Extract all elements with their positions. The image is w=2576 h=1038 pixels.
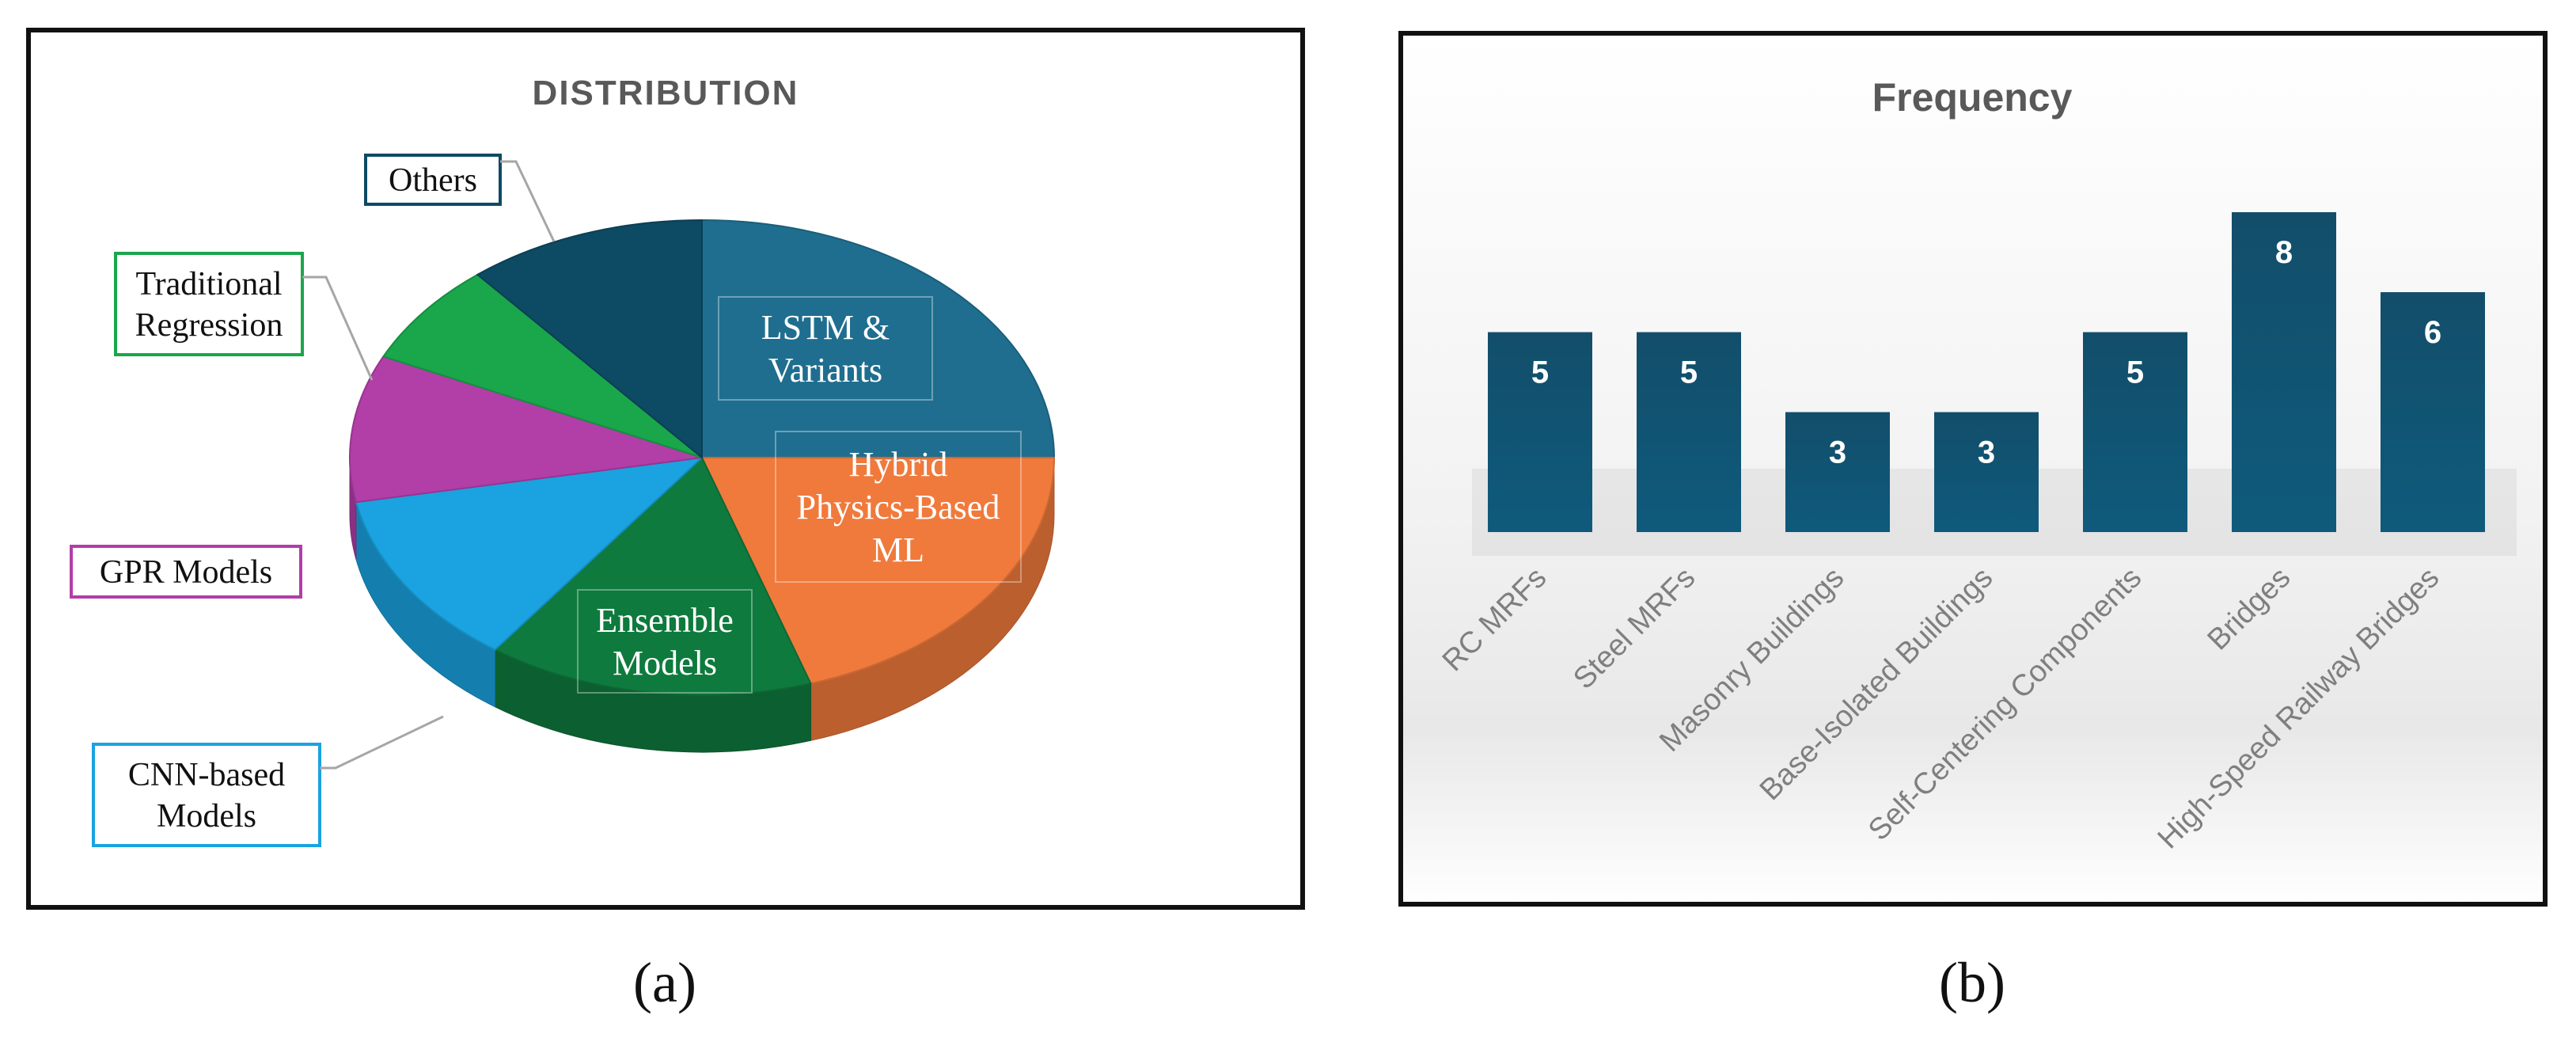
bar-masonry-buildings xyxy=(1785,412,1890,532)
pie-leader-line xyxy=(302,276,374,381)
bar-self-centering-components xyxy=(2083,332,2187,532)
bar-value-label: 5 xyxy=(2126,356,2144,390)
pie-label-2: Ensemble Models xyxy=(577,589,753,694)
pie-panel: DISTRIBUTION LSTM & Variants Hybrid Physics… xyxy=(26,28,1305,910)
pie-callout-box xyxy=(364,154,502,206)
pie-callout-line: Others xyxy=(389,162,477,199)
pie-callout-6: Others xyxy=(364,154,556,242)
bar-value-label: 3 xyxy=(1829,435,1846,470)
pie-callout-line: Traditional xyxy=(135,266,282,302)
pie-label-box xyxy=(775,431,1022,583)
pie-slices xyxy=(349,219,1056,696)
pie-label-line: Ensemble xyxy=(596,601,734,640)
pie-callout-line: CNN-based xyxy=(128,757,285,793)
pie-label-0: LSTM & Variants xyxy=(718,296,933,401)
bar-base-isolated-buildings xyxy=(1934,412,2039,532)
pie-label-line: Physics-Based xyxy=(797,488,1000,527)
bar-rc-mrfs xyxy=(1488,332,1592,532)
pie-title: DISTRIBUTION xyxy=(533,74,799,112)
bar-title: Frequency xyxy=(1872,75,2073,120)
pie-callout-line: Regression xyxy=(135,307,283,344)
bar-high-speed-railway-bridges xyxy=(2381,292,2485,532)
pie-label-line: ML xyxy=(872,530,924,569)
pie-callout-box xyxy=(92,743,321,847)
pie-slice-cnn-based-models xyxy=(355,456,704,651)
pie-callout-5: Traditional Regression xyxy=(114,252,374,381)
pie-label-line: Models xyxy=(613,644,717,682)
pie-slice-traditional-regression xyxy=(381,273,703,458)
pie-label-box xyxy=(577,589,753,694)
pie-slice-hybrid-physics-based-ml xyxy=(700,457,1056,685)
pie-callout-line: GPR Models xyxy=(100,554,272,591)
bar-value-label: 5 xyxy=(1531,356,1549,390)
pie-label-box xyxy=(718,296,933,401)
bar-value-label: 8 xyxy=(2275,235,2293,270)
bar-value-label: 6 xyxy=(2424,315,2441,350)
pie-callout-box xyxy=(114,252,304,356)
pie-slice-lstm-variants xyxy=(701,219,1056,458)
caption-b: (b) xyxy=(1939,951,2005,1014)
pie-slice-ensemble-models xyxy=(493,456,812,696)
pie-callout-4: GPR Models xyxy=(70,545,302,599)
pie-slice-gpr-models xyxy=(349,356,703,504)
pie-label-line: Hybrid xyxy=(849,445,948,484)
pie-leader-line xyxy=(320,715,444,770)
bar-steel-mrfs xyxy=(1637,332,1741,532)
bar-value-label: 5 xyxy=(1680,356,1698,390)
pie-callout-3: CNN-based Models xyxy=(92,715,444,847)
pie-label-line: LSTM & xyxy=(761,308,890,347)
pie-label-line: Variants xyxy=(768,351,882,390)
pie-depth xyxy=(349,457,1055,753)
pie-slice-others xyxy=(476,219,703,460)
caption-a: (a) xyxy=(633,951,696,1014)
pie-callout-line: Models xyxy=(157,798,256,835)
pie-callout-box xyxy=(70,545,302,599)
bars: 5 5 3 3 5 8 6 xyxy=(1472,212,2517,556)
pie-leader-line xyxy=(500,160,556,242)
bar-bridges xyxy=(2232,212,2336,532)
bar-value-label: 3 xyxy=(1978,435,1995,470)
